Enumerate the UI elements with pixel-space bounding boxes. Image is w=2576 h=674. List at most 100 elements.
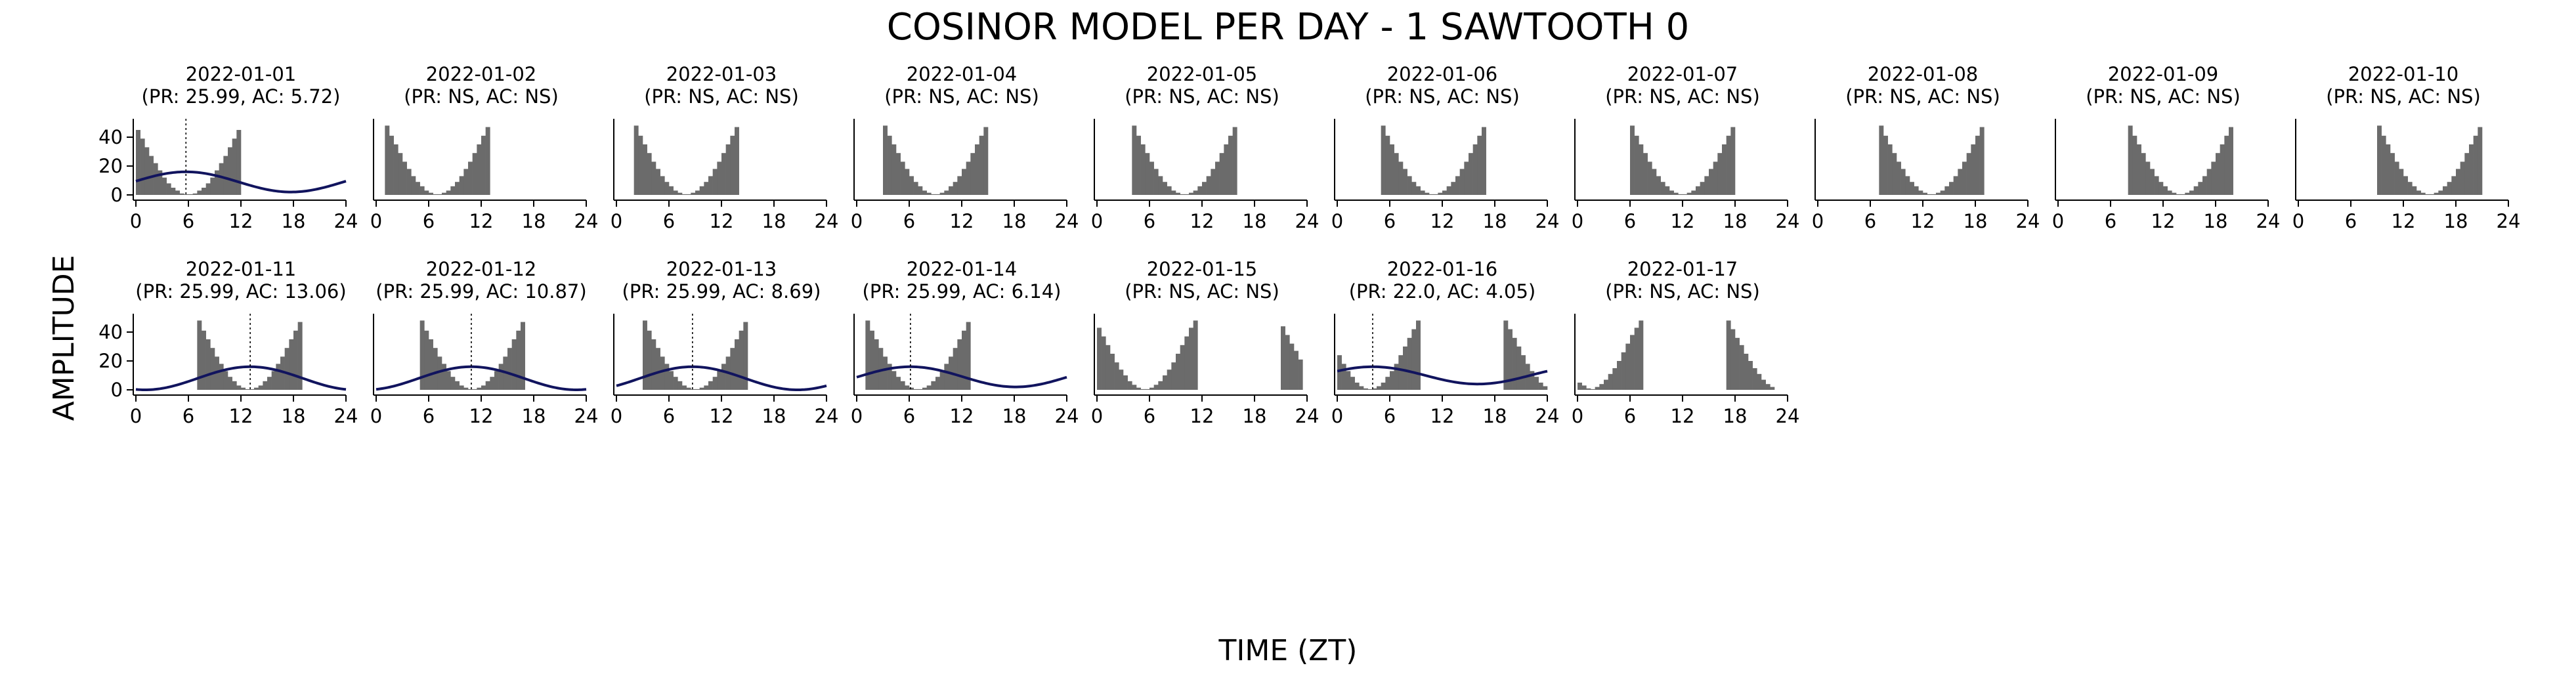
bar [931, 194, 936, 195]
bar [1337, 355, 1342, 390]
bar [1180, 194, 1185, 195]
x-tick-label: 12 [1430, 405, 1455, 427]
bar [1390, 144, 1394, 195]
bar [2416, 190, 2421, 195]
bar [136, 130, 140, 195]
bar [2154, 176, 2159, 195]
bar [424, 330, 429, 390]
bar [2464, 153, 2470, 195]
bar [1149, 387, 1154, 390]
x-tick-label: 18 [762, 210, 786, 232]
x-tick-label: 18 [2204, 210, 2228, 232]
bar [1385, 135, 1390, 195]
bar [1158, 176, 1163, 195]
subplot-date: 2022-01-16 [1387, 258, 1498, 280]
bar [1106, 345, 1111, 390]
bar [966, 322, 971, 390]
bar [1429, 194, 1434, 195]
x-tick-label: 6 [1144, 210, 1155, 232]
x-tick-label: 6 [1624, 405, 1636, 427]
x-tick-label: 6 [903, 210, 915, 232]
x-tick-label: 12 [710, 405, 734, 427]
bar [1346, 371, 1351, 390]
bar [459, 385, 464, 390]
bar [935, 194, 940, 195]
subplot-stats: (PR: NS, AC: NS) [1365, 85, 1520, 108]
bar [1433, 194, 1438, 195]
bar [1910, 182, 1914, 195]
bar [1643, 153, 1648, 195]
bar [468, 161, 473, 195]
bar [1110, 354, 1115, 390]
subplot-stats: (PR: 22.0, AC: 4.05) [1349, 280, 1536, 303]
bar [411, 176, 416, 195]
bar [1206, 176, 1211, 195]
y-tick-label: 0 [111, 379, 123, 401]
bar [2224, 135, 2229, 195]
bar [516, 330, 521, 390]
bar [1665, 186, 1670, 195]
bar [1617, 361, 1621, 390]
subplot-date: 2022-01-05 [1147, 63, 1258, 85]
bar [402, 161, 407, 195]
subplot-date: 2022-01-10 [2348, 63, 2459, 85]
bar [1180, 345, 1185, 390]
x-tick-label: 18 [1243, 405, 1267, 427]
bar [1639, 320, 1644, 390]
bar [385, 125, 390, 195]
bar [241, 387, 246, 390]
bar [446, 371, 451, 390]
bar [1298, 359, 1303, 390]
bar [922, 387, 927, 390]
subplot-2022-01-01: 2022-01-01(PR: 25.99, AC: 5.72) 0 20 40 0 6 12… [98, 63, 358, 232]
x-tick-label: 0 [370, 405, 382, 427]
x-tick-label: 12 [229, 405, 253, 427]
bar [883, 125, 888, 195]
cosinor-curve [376, 365, 587, 391]
bar [1184, 336, 1190, 390]
subplot-stats: (PR: NS, AC: NS) [2086, 85, 2241, 108]
bar [953, 182, 958, 195]
bar [673, 190, 678, 195]
bar [1381, 383, 1386, 390]
bar [171, 188, 176, 195]
bar [1446, 186, 1451, 195]
bar [1416, 320, 1421, 390]
bar [1211, 169, 1216, 195]
subplot-2022-01-14: 2022-01-14(PR: 25.99, AC: 6.14) 0 6 12 18 24 [851, 258, 1079, 427]
bar [1425, 192, 1430, 195]
bar [1630, 335, 1635, 390]
bar [1709, 169, 1713, 195]
bar [494, 371, 499, 390]
bar [686, 387, 691, 390]
bar [1153, 385, 1159, 390]
bar [1163, 182, 1167, 195]
bar [1516, 347, 1522, 390]
bar [647, 330, 652, 390]
x-tick-label: 18 [762, 405, 786, 427]
cosinor-curve [856, 365, 1067, 389]
bar [1354, 383, 1360, 390]
subplot-2022-01-06: 2022-01-06(PR: NS, AC: NS) 0 6 12 18 24 [1331, 63, 1560, 232]
bar [1167, 186, 1172, 195]
x-tick-label: 0 [1331, 405, 1343, 427]
bar [455, 381, 460, 390]
bar [463, 169, 469, 195]
x-tick-label: 12 [950, 405, 974, 427]
bar [197, 190, 202, 195]
bar [2390, 153, 2395, 195]
subplot-date: 2022-01-13 [666, 258, 777, 280]
bar [1442, 190, 1447, 195]
bar [202, 330, 206, 390]
bar [721, 153, 726, 195]
x-tick-label: 0 [130, 405, 142, 427]
bar [2189, 190, 2194, 195]
bar [507, 348, 512, 390]
x-tick-label: 0 [611, 210, 622, 232]
bar [633, 125, 639, 195]
x-tick-label: 24 [2016, 210, 2040, 232]
bar [477, 144, 482, 195]
subplot-stats: (PR: NS, AC: NS) [1605, 280, 1760, 303]
bar [1927, 194, 1932, 195]
bar [1372, 388, 1377, 390]
